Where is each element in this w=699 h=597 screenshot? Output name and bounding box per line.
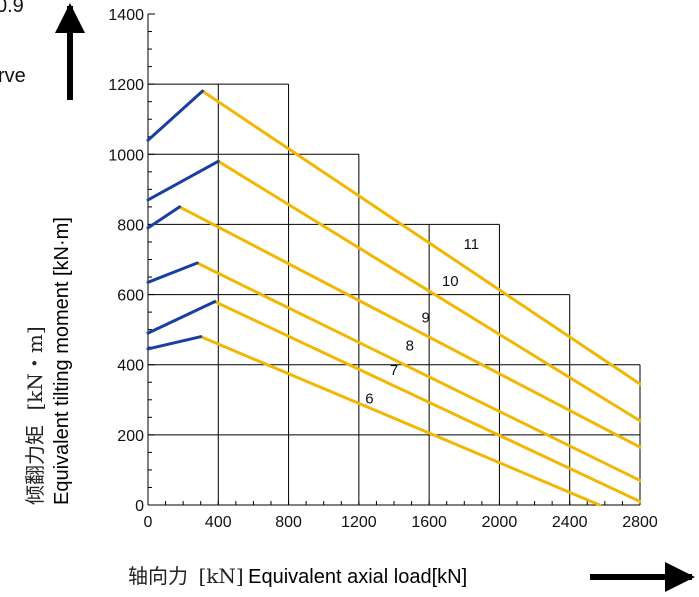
curve-10-rising — [146, 159, 220, 202]
curve-9-falling — [178, 205, 642, 449]
y-tick-label: 200 — [117, 428, 144, 445]
edge-text-second: rve — [0, 65, 26, 87]
x-tick-label: 2000 — [482, 514, 518, 531]
curve-label-6: 6 — [365, 390, 373, 407]
y-tick-label: 1200 — [108, 77, 144, 94]
x-tick-label: 0 — [144, 514, 153, 531]
y-tick-label: 1000 — [108, 147, 144, 164]
x-axis-title-en: Equivalent axial load[kN] — [248, 566, 467, 588]
edge-text-top: 0.9 — [0, 0, 24, 17]
curve-7-falling — [213, 300, 642, 503]
y-tick-label: 0 — [135, 498, 144, 515]
curve-label-10: 10 — [442, 273, 459, 290]
x-tick-label: 800 — [275, 514, 302, 531]
x-axis-title: 轴向力 [kN] Equivalent axial load[kN] — [128, 564, 467, 588]
curve-8-rising — [146, 261, 199, 284]
x-tick-label: 2800 — [622, 514, 658, 531]
curve-11-falling — [200, 89, 642, 386]
x-tick-label: 1600 — [411, 514, 447, 531]
y-tick-label: 800 — [117, 217, 144, 234]
y-tick-label: 600 — [117, 288, 144, 305]
grid — [147, 13, 641, 506]
y-axis-title: Equivalent tilting moment [kN·m] — [51, 217, 73, 505]
x-tick-label: 1200 — [341, 514, 377, 531]
curve-8-falling — [195, 261, 642, 482]
y-tick-label: 1400 — [108, 7, 144, 24]
curve-7-rising — [146, 300, 217, 335]
y-axis-title-cn-text: 倾翻力矩 — [23, 425, 47, 505]
curve-10-falling — [216, 159, 642, 423]
y-axis-title-cn: 倾翻力矩 [kN・m] — [23, 326, 47, 505]
y-axis-title-cn-unit: [kN・m] — [23, 326, 47, 410]
x-tick-label: 2400 — [552, 514, 588, 531]
y-tick-label: 400 — [117, 358, 144, 375]
curve-label-8: 8 — [406, 338, 414, 355]
curve-6-falling — [199, 335, 602, 507]
tick-labels: 0 200 400 600 800 1000 1200 1400 0 400 800 1200 1600… — [108, 7, 657, 531]
x-axis-title-cn-unit: [kN] — [198, 564, 243, 588]
x-axis-title-cn-text: 轴向力 — [128, 564, 188, 588]
curve-11-rising — [146, 89, 204, 142]
curve-6-rising — [146, 335, 203, 351]
curve-label-7: 7 — [390, 362, 398, 379]
x-tick-label: 400 — [205, 514, 232, 531]
curve-9-rising — [146, 205, 182, 230]
curve-label-9: 9 — [421, 310, 429, 327]
curve-label-11: 11 — [464, 236, 480, 253]
